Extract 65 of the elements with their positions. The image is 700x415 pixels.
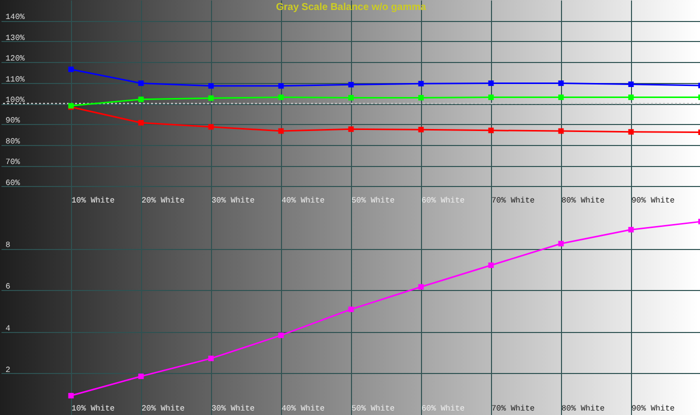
point xyxy=(278,94,284,100)
x-tick-label: 90% White xyxy=(632,404,675,414)
point xyxy=(208,83,214,89)
y-tick-label: 110% xyxy=(6,75,25,84)
point xyxy=(138,374,144,380)
y-tick-label: 70% xyxy=(6,158,20,168)
point xyxy=(278,332,284,338)
x-tick-label: 80% White xyxy=(562,196,605,206)
y-tick-label: 2 xyxy=(6,366,10,375)
point xyxy=(418,126,424,132)
point xyxy=(138,96,144,102)
point xyxy=(348,94,354,100)
point xyxy=(348,126,354,132)
x-tick-label: 40% White xyxy=(282,404,325,414)
x-tick-label: 70% White xyxy=(492,196,535,206)
point xyxy=(488,262,494,268)
point xyxy=(68,66,74,72)
y-tick-label: 130% xyxy=(6,34,25,43)
y-tick-label: 120% xyxy=(6,54,25,64)
point xyxy=(488,128,494,134)
point xyxy=(278,83,284,89)
point xyxy=(138,120,144,126)
point xyxy=(418,284,424,290)
point xyxy=(138,80,144,86)
point xyxy=(418,94,424,100)
x-tick-label: 20% White xyxy=(142,404,185,414)
point xyxy=(208,95,214,101)
point xyxy=(628,226,634,232)
x-tick-label: 70% White xyxy=(492,404,535,414)
point xyxy=(628,94,634,100)
y-tick-label: 60% xyxy=(6,178,20,188)
point xyxy=(628,129,634,135)
x-tick-label: 60% White xyxy=(422,404,465,414)
point xyxy=(558,240,564,246)
y-tick-label: 140% xyxy=(6,13,25,22)
point xyxy=(348,306,354,312)
point xyxy=(558,94,564,100)
point xyxy=(558,128,564,134)
point xyxy=(558,80,564,86)
y-tick-label: 100% xyxy=(6,96,25,105)
x-tick-label: 30% White xyxy=(212,196,255,206)
point xyxy=(68,392,74,398)
point xyxy=(278,128,284,134)
point xyxy=(208,356,214,362)
point xyxy=(348,82,354,88)
x-tick-label: 10% White xyxy=(72,196,115,206)
point xyxy=(488,94,494,100)
x-tick-label: 80% White xyxy=(562,404,605,414)
y-tick-label: 6 xyxy=(6,282,10,292)
x-tick-label: 50% White xyxy=(352,404,395,414)
x-tick-label: 40% White xyxy=(282,196,325,206)
x-tick-label: 90% White xyxy=(632,196,675,206)
y-tick-label: 90% xyxy=(6,116,20,126)
x-tick-label: 50% White xyxy=(352,196,395,206)
y-tick-label: 8 xyxy=(6,241,10,250)
y-tick-label: 4 xyxy=(6,324,10,334)
point xyxy=(628,82,634,87)
x-tick-label: 60% White xyxy=(422,196,465,206)
x-tick-label: 30% White xyxy=(212,404,255,414)
point xyxy=(488,80,494,86)
point xyxy=(418,80,424,86)
x-tick-label: 20% White xyxy=(142,196,185,206)
x-tick-label: 10% White xyxy=(72,404,115,414)
point xyxy=(208,124,214,130)
y-tick-label: 80% xyxy=(6,137,20,146)
